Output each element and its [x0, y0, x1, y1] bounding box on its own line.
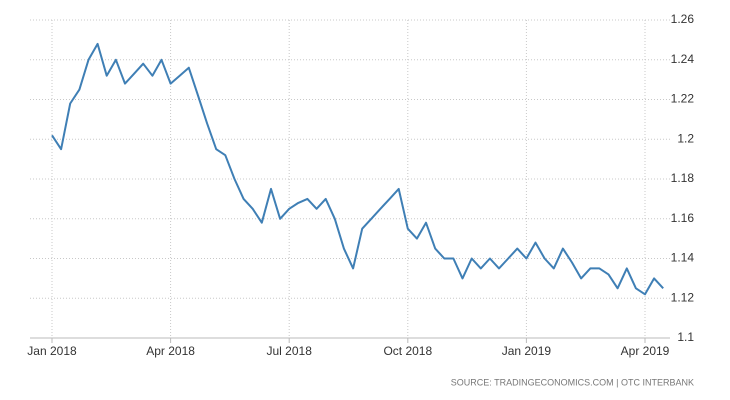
source: SOURCE: TRADINGECONOMICS.COM | OTC INTER…	[451, 377, 694, 387]
x-tick-label: Jul 2018	[267, 344, 313, 358]
y-tick-label: 1.24	[671, 52, 695, 66]
x-tick-label: Oct 2018	[383, 344, 432, 358]
y-tick-label: 1.16	[671, 211, 695, 225]
y-tick-label: 1.14	[671, 251, 695, 265]
y-tick-label: 1.22	[671, 92, 695, 106]
y-tick-label: 1.18	[671, 171, 695, 185]
x-tick-label: Apr 2018	[146, 344, 195, 358]
y-tick-label: 1.1	[677, 330, 694, 344]
y-tick-label: 1.2	[677, 131, 694, 145]
y-tick-label: 1.26	[671, 12, 695, 26]
line	[51, 42, 664, 296]
x-tick-label: Jan 2018	[27, 344, 77, 358]
x-tick-label: Jan 2019	[502, 344, 552, 358]
x-tick-label: Apr 2019	[621, 344, 670, 358]
y-tick-label: 1.12	[671, 290, 695, 304]
